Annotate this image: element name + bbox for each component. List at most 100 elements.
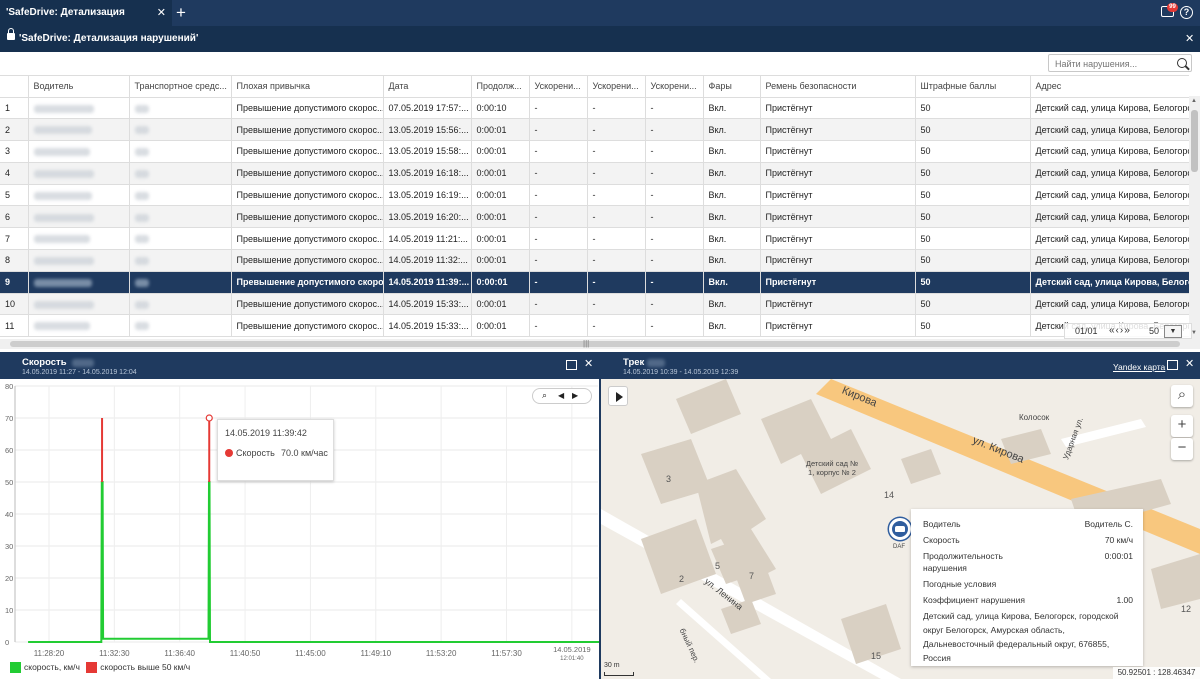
maximize-icon[interactable]	[1167, 360, 1178, 370]
table-cell: Превышение допустимого скорос...	[231, 227, 384, 251]
vertical-scrollbar[interactable]: ▲ ▼	[1189, 96, 1200, 339]
horizontal-scrollbar[interactable]: |||	[0, 339, 1200, 349]
table-cell: 14.05.2019 11:21:...	[383, 227, 472, 251]
table-row[interactable]: 1 Превышение допустимого скорос... 07.05.2…	[0, 97, 1189, 120]
legend-speed[interactable]: скорость, км/ч	[24, 662, 80, 672]
column-header[interactable]: Ускорени...	[529, 76, 588, 98]
table-cell: Вкл.	[703, 314, 761, 338]
scroll-thumb[interactable]	[1191, 110, 1198, 172]
column-header[interactable]: Ускорени...	[645, 76, 704, 98]
table-cell: 13.05.2019 16:19:...	[383, 184, 472, 207]
lock-icon[interactable]	[7, 28, 15, 40]
table-cell: Детский сад, улица Кирова, Белогорск, го…	[1030, 271, 1189, 294]
blurred-text	[33, 300, 94, 309]
table-cell: 14.05.2019 15:33:...	[383, 314, 472, 338]
close-icon[interactable]: ✕	[584, 358, 594, 370]
table-cell: 50	[915, 118, 1031, 142]
info-duration-label: Продолжительность нарушения	[923, 551, 1003, 573]
y-tick-label: 40	[5, 510, 13, 519]
table-row[interactable]: 4 Превышение допустимого скорос... 13.05.2…	[0, 162, 1189, 185]
table-cell: Пристёгнут	[760, 271, 916, 294]
table-row[interactable]: 5 Превышение допустимого скорос... 13.05.2…	[0, 184, 1189, 207]
tab-safedrive[interactable]: 'SafeDrive: Детализация нарушений' ✕	[0, 0, 172, 44]
zoom-out-button[interactable]: −	[1171, 438, 1193, 460]
column-header[interactable]: Фары	[703, 76, 761, 98]
table-cell: Вкл.	[703, 184, 761, 207]
scroll-down-icon[interactable]: ▼	[1191, 330, 1197, 336]
chart-toolbar: ⌕ ◀ ▶	[532, 388, 592, 404]
table-row[interactable]: 9 Превышение допустимого скорос... 14.05.2…	[0, 271, 1189, 294]
search-input[interactable]	[1055, 57, 1167, 70]
table-cell: Вкл.	[703, 227, 761, 251]
y-tick-label: 10	[5, 606, 13, 615]
track-panel-period: 14.05.2019 10:39 - 14.05.2019 12:39	[623, 369, 739, 376]
road-udarnaya	[1061, 419, 1146, 447]
zoom-in-button[interactable]: +	[1171, 415, 1193, 437]
add-tab-button[interactable]: +	[176, 3, 186, 22]
x-tick-label: 11:57:30	[491, 649, 522, 658]
table-row[interactable]: 8 Превышение допустимого скорос... 14.05.2…	[0, 249, 1189, 272]
blurred-text	[33, 191, 92, 200]
table-cell: Детский сад, улица Кирова, Белогорск, го…	[1030, 118, 1189, 142]
y-tick-label: 60	[5, 446, 13, 455]
table-cell: 0:00:01	[471, 249, 530, 272]
blurred-text	[134, 148, 149, 157]
column-header[interactable]	[0, 76, 29, 98]
help-icon[interactable]: ?	[1180, 6, 1193, 19]
close-icon[interactable]: ✕	[1185, 358, 1195, 370]
column-header[interactable]: Штрафные баллы	[915, 76, 1031, 98]
map-scale-bar	[604, 672, 634, 676]
table-cell: 14.05.2019 15:33:...	[383, 293, 472, 316]
pager-nav-arrows[interactable]: «‹›»	[1109, 325, 1131, 336]
column-header[interactable]: Транспортное средс...	[129, 76, 232, 98]
table-cell: 0:00:01	[471, 293, 530, 316]
play-track-button[interactable]	[608, 386, 628, 406]
table-row[interactable]: 6 Превышение допустимого скорос... 13.05.2…	[0, 205, 1189, 229]
table-row[interactable]: 11 Превышение допустимого скорос... 14.05.…	[0, 314, 1189, 338]
column-header[interactable]: Дата	[383, 76, 472, 98]
house-number: 2	[679, 574, 685, 584]
x-tick-label: 11:53:20	[426, 649, 457, 658]
panel-divider[interactable]	[599, 352, 601, 679]
table-cell: -	[645, 271, 704, 294]
table-row[interactable]: 7 Превышение допустимого скорос... 14.05.2…	[0, 227, 1189, 251]
table-cell: -	[645, 205, 704, 229]
next-icon[interactable]: ▶	[572, 391, 579, 400]
table-row[interactable]: 10 Превышение допустимого скорос... 14.05.…	[0, 293, 1189, 316]
table-cell: -	[587, 205, 646, 229]
map-search-icon[interactable]: ⌕	[1171, 385, 1193, 407]
table-cell: -	[529, 271, 588, 294]
prev-icon[interactable]: ◀	[558, 391, 565, 400]
maximize-icon[interactable]	[566, 360, 577, 370]
column-header[interactable]: Продолж...	[471, 76, 530, 98]
search-box[interactable]	[1048, 54, 1192, 72]
column-header[interactable]: Ремень безопасности	[760, 76, 916, 98]
table-cell: Превышение допустимого скорос...	[231, 162, 384, 185]
zoom-icon[interactable]: ⌕	[542, 390, 548, 400]
column-header[interactable]: Ускорени...	[587, 76, 646, 98]
column-header[interactable]: Адрес	[1030, 76, 1189, 98]
search-icon[interactable]	[1177, 58, 1187, 68]
vehicle-marker-icon[interactable]	[889, 518, 911, 540]
yandex-map-link[interactable]: Yandex карта	[1113, 362, 1166, 372]
speed-chart-svg: 0 10 20 30 40 50 60 70 80 11:28:20 11:32:30 11:36:4…	[5, 382, 609, 662]
violation-info-popup: Водитель Водитель С. Скорость 70 км/ч Прод…	[911, 509, 1143, 666]
legend-over[interactable]: скорость выше 50 км/ч	[100, 662, 191, 672]
table-row[interactable]: 2 Превышение допустимого скорос... 13.05.2…	[0, 118, 1189, 142]
table-cell: -	[645, 184, 704, 207]
page-size: 50	[1149, 326, 1160, 336]
hscroll-thumb[interactable]	[10, 341, 1180, 347]
column-header[interactable]: Водитель	[28, 76, 130, 98]
table-cell: 3	[0, 140, 29, 163]
table-row[interactable]: 3 Превышение допустимого скорос... 13.05.2…	[0, 140, 1189, 163]
tooltip-time: 14.05.2019 11:39:42	[225, 428, 307, 438]
table-cell: -	[645, 118, 704, 142]
map-scale-label: 30 m	[604, 662, 620, 669]
tab-close-icon[interactable]: ✕	[156, 7, 166, 19]
table-cell: -	[529, 162, 588, 185]
page-size-dropdown-icon[interactable]: ▼	[1164, 325, 1182, 338]
column-header[interactable]: Плохая привычка	[231, 76, 384, 98]
scroll-up-icon[interactable]: ▲	[1191, 98, 1197, 104]
info-weather-label: Погодные условия	[923, 579, 997, 589]
window-close-icon[interactable]: ✕	[1185, 33, 1195, 45]
